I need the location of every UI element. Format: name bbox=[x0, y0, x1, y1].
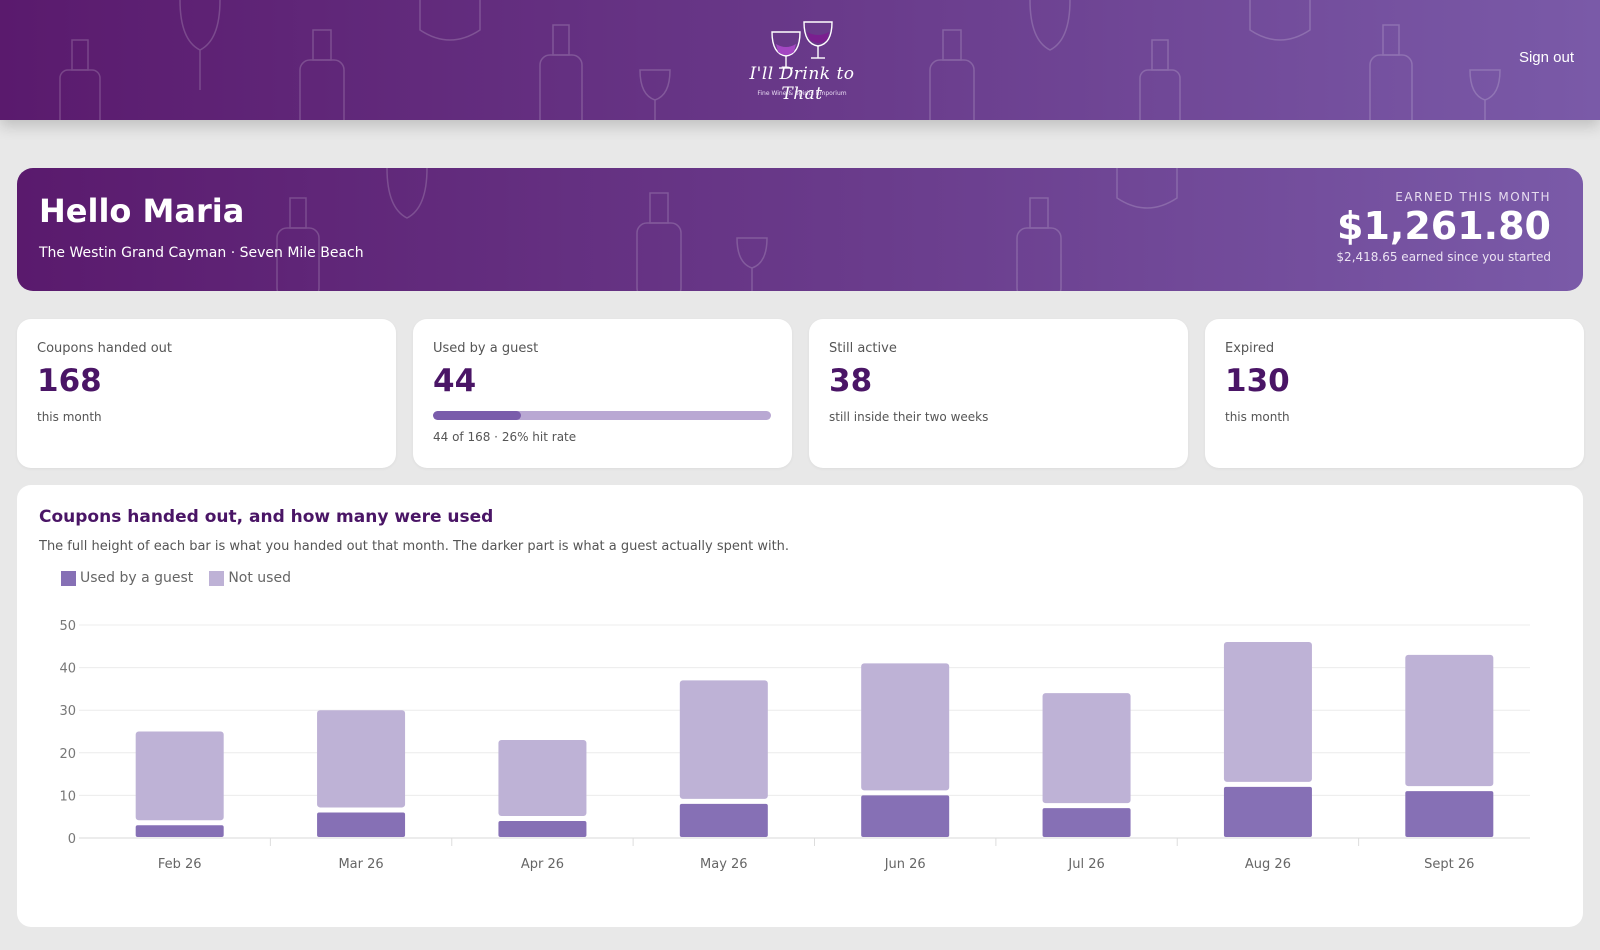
bar-unused bbox=[135, 731, 224, 821]
stacked-bar-chart: 0 10 20 30 40 50 Feb 26 Mar 26 Apr 26 May 26 Jun 2… bbox=[59, 619, 1530, 872]
bar-unused bbox=[861, 663, 950, 791]
hit-rate-progress-fill bbox=[433, 411, 521, 420]
bar-used bbox=[135, 825, 224, 837]
stat-note: this month bbox=[1225, 410, 1290, 424]
wine-glasses-icon bbox=[771, 21, 833, 69]
stat-label: Used by a guest bbox=[433, 341, 539, 356]
stat-note: this month bbox=[37, 410, 102, 424]
bar-unused bbox=[498, 740, 587, 816]
stat-card-handed-out: Coupons handed out 168 this month bbox=[17, 319, 396, 468]
stat-card-active: Still active 38 still inside their two w… bbox=[809, 319, 1188, 468]
coupons-chart-card: Coupons handed out, and how many were us… bbox=[17, 485, 1583, 927]
bottle-pattern bbox=[59, 0, 1501, 120]
bar-unused bbox=[1405, 654, 1494, 787]
bar-unused bbox=[317, 710, 406, 808]
bar-used bbox=[1405, 791, 1494, 837]
stat-value: 44 bbox=[433, 363, 477, 399]
bar-used bbox=[679, 803, 768, 837]
bar-unused bbox=[1042, 693, 1131, 804]
stat-value: 38 bbox=[829, 363, 873, 399]
legend-label: Not used bbox=[228, 570, 291, 586]
earned-total: $2,418.65 earned since you started bbox=[1336, 250, 1551, 264]
logo-script-text: I'll Drink to That bbox=[749, 64, 855, 104]
legend-item-used[interactable]: Used by a guest bbox=[61, 570, 193, 586]
legend-item-unused[interactable]: Not used bbox=[209, 570, 291, 586]
stat-note: 44 of 168 · 26% hit rate bbox=[433, 430, 577, 444]
legend-swatch-unused bbox=[209, 570, 225, 586]
chart-subtitle: The full height of each bar is what you … bbox=[39, 539, 790, 554]
x-tick-label: Feb 26 bbox=[158, 857, 202, 872]
x-tick-label: May 26 bbox=[700, 857, 748, 872]
y-tick-label: 50 bbox=[59, 619, 76, 634]
y-tick-label: 40 bbox=[59, 662, 76, 677]
brand-logo[interactable]: I'll Drink to That Fine Wine & Spirits E… bbox=[732, 12, 872, 104]
chart-title: Coupons handed out, and how many were us… bbox=[39, 507, 494, 527]
legend-swatch-used bbox=[61, 570, 76, 586]
top-bar: I'll Drink to That Fine Wine & Spirits E… bbox=[0, 0, 1600, 120]
x-tick-label: Aug 26 bbox=[1245, 857, 1291, 872]
hit-rate-progress-bar bbox=[433, 411, 771, 420]
y-tick-label: 10 bbox=[59, 789, 76, 804]
bar-used bbox=[498, 820, 587, 837]
x-tick-label: Sept 26 bbox=[1424, 857, 1474, 872]
x-tick-label: Jul 26 bbox=[1067, 857, 1104, 872]
bar-used bbox=[1223, 786, 1312, 837]
bar-unused bbox=[1223, 642, 1312, 782]
logo-tagline: Fine Wine & Spirits Emporium bbox=[757, 90, 847, 97]
y-tick-label: 30 bbox=[59, 704, 76, 719]
stat-note: still inside their two weeks bbox=[829, 410, 989, 424]
bar-used bbox=[1042, 808, 1131, 837]
bar-used bbox=[861, 795, 950, 837]
stat-card-used: Used by a guest 44 44 of 168 · 26% hit r… bbox=[413, 319, 792, 468]
x-tick-label: Mar 26 bbox=[338, 857, 383, 872]
stat-value: 168 bbox=[37, 363, 102, 399]
property-location: The Westin Grand Cayman · Seven Mile Bea… bbox=[39, 245, 364, 261]
legend-label: Used by a guest bbox=[80, 570, 194, 586]
y-tick-label: 0 bbox=[68, 832, 76, 847]
chart-legend: Used by a guest Not used bbox=[61, 570, 291, 586]
stat-value: 130 bbox=[1225, 363, 1290, 399]
earned-amount: $1,261.80 bbox=[1337, 204, 1551, 248]
earned-label: EARNED THIS MONTH bbox=[1395, 190, 1551, 204]
welcome-banner: Hello Maria The Westin Grand Cayman · Se… bbox=[17, 168, 1583, 291]
bar-unused bbox=[679, 680, 768, 799]
y-tick-label: 20 bbox=[59, 747, 76, 762]
bottle-pattern bbox=[276, 168, 1178, 291]
stat-card-expired: Expired 130 this month bbox=[1205, 319, 1584, 468]
stat-label: Expired bbox=[1225, 341, 1275, 356]
sign-out-link[interactable]: Sign out bbox=[1518, 49, 1574, 66]
stat-label: Still active bbox=[829, 341, 897, 356]
bar-used bbox=[317, 812, 406, 837]
greeting-heading: Hello Maria bbox=[39, 192, 245, 230]
x-tick-label: Apr 26 bbox=[521, 857, 564, 872]
x-tick-label: Jun 26 bbox=[884, 857, 926, 872]
stat-label: Coupons handed out bbox=[37, 341, 172, 356]
